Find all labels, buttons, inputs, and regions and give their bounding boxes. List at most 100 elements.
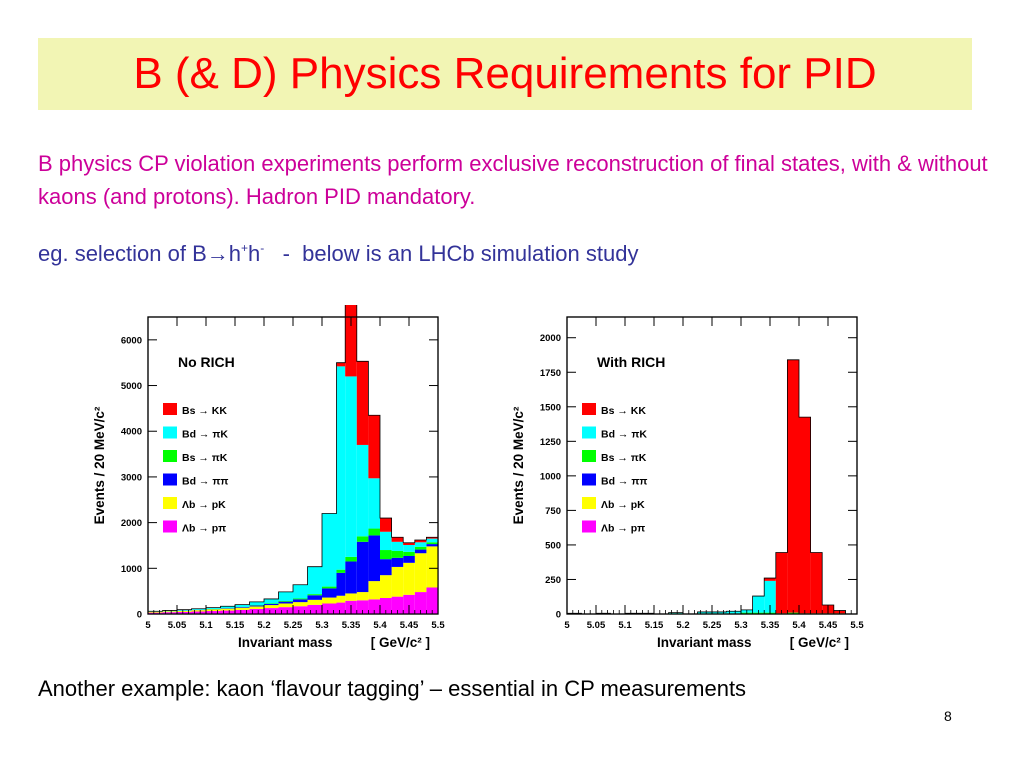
histogram-total-outline xyxy=(147,305,439,614)
legend-label-bs-k: Bs → πK xyxy=(182,452,228,464)
bar-bd-bin-17 xyxy=(380,559,392,576)
y-tick-label: 4000 xyxy=(121,427,142,438)
bar-b-p-bin-13 xyxy=(336,602,346,614)
x-tick-label: 5.45 xyxy=(400,620,419,631)
legend-swatch-bs-kk xyxy=(163,403,177,415)
x-tick-label: 5.05 xyxy=(587,620,606,631)
x-tick-label: 5.3 xyxy=(315,620,328,631)
flavour-tagging-paragraph: Another example: kaon ‘flavour tagging’ … xyxy=(38,676,747,701)
legend-label-bs-k: Bs → πK xyxy=(601,452,647,464)
bar-bd-k-bin-9 xyxy=(697,611,712,614)
x-tick-label: 5.25 xyxy=(284,620,303,631)
bar-b-pk-bin-7 xyxy=(249,606,264,609)
bar-b-p-bin-20 xyxy=(414,592,427,614)
bar-bs-k-bin-16 xyxy=(368,528,380,536)
y-tick-label: 3000 xyxy=(121,472,142,483)
bar-b-p-bin-11 xyxy=(307,604,322,614)
bar-bd-k-bin-19 xyxy=(403,545,415,552)
bar-b-pk-bin-12 xyxy=(322,597,337,604)
x-tick-label: 5.15 xyxy=(645,620,664,631)
bar-bd-k-bin-10 xyxy=(712,611,727,614)
bar-b-p-bin-21 xyxy=(426,587,438,614)
bar-bd-bin-16 xyxy=(368,535,380,582)
x-tick-label: 5.2 xyxy=(676,620,689,631)
plot-title: With RICH xyxy=(597,354,665,370)
bar-bs-kk-bin-16 xyxy=(787,359,799,613)
bar-bd-bin-20 xyxy=(414,549,427,554)
bar-bd-k-bin-17 xyxy=(380,531,392,551)
plus-superscript: + xyxy=(241,241,249,255)
x-tick-label: 5.35 xyxy=(342,620,361,631)
bar-b-pk-bin-2 xyxy=(177,610,192,612)
y-tick-label: 500 xyxy=(545,540,561,551)
x-tick-label: 5.25 xyxy=(703,620,722,631)
legend-label-bd: Bd → ππ xyxy=(182,476,228,488)
y-tick-label: 1750 xyxy=(540,368,561,379)
histogram-with-rich: 5 5.05 5.1 5.15 5.2 5.25 5.3 5.35 5.4 5.45 5.5 0 250… xyxy=(511,316,864,650)
bar-bd-k-bin-13 xyxy=(752,596,765,613)
bar-bd-k-bin-11 xyxy=(307,566,322,595)
bar-bs-k-bin-15 xyxy=(356,536,369,542)
bar-bd-k-bin-14 xyxy=(764,580,776,613)
bar-bd-k-bin-21 xyxy=(426,538,438,543)
x-axis-title: Invariant mass xyxy=(238,635,333,650)
y-tick-label: 0 xyxy=(556,610,561,621)
bar-b-p-bin-1 xyxy=(162,612,177,614)
bar-b-p-bin-5 xyxy=(220,610,235,614)
bar-bs-kk-bin-15 xyxy=(356,361,369,445)
title-banner: B (& D) Physics Requirements for PID xyxy=(38,38,972,110)
x-tick-label: 5.1 xyxy=(199,620,213,631)
bar-bd-k-bin-13 xyxy=(336,366,346,570)
y-tick-label: 0 xyxy=(137,610,142,621)
bar-b-pk-bin-21 xyxy=(426,546,438,588)
bar-b-pk-bin-15 xyxy=(356,592,369,601)
y-axis-title: Events / 20 MeV/c² xyxy=(511,406,526,524)
bar-bd-bin-12 xyxy=(322,588,337,598)
bar-bs-k-bin-12 xyxy=(322,586,337,589)
bar-b-p-bin-4 xyxy=(206,611,221,614)
bar-bd-k-bin-14 xyxy=(345,376,357,557)
x-axis-title: Invariant mass xyxy=(657,635,752,650)
intro-paragraph: B physics CP violation experiments perfo… xyxy=(38,151,988,209)
x-tick-label: 5.2 xyxy=(257,620,270,631)
legend-label-b-pk: Λb → pK xyxy=(182,499,226,511)
histogram-no-rich: 5 5.05 5.1 5.15 5.2 5.25 5.3 5.35 5.4 5.45 5.5 0 100… xyxy=(92,305,445,650)
bar-bd-k-bin-2 xyxy=(177,609,192,611)
x-tick-label: 5.5 xyxy=(850,620,864,631)
legend-label-b-p: Λb → pπ xyxy=(182,523,226,535)
bar-bd-bin-15 xyxy=(356,541,369,593)
bar-bs-k-bin-19 xyxy=(403,551,415,556)
bar-b-p-bin-15 xyxy=(356,600,369,614)
legend-label-bs-kk: Bs → KK xyxy=(182,405,227,417)
bar-bs-kk-bin-17 xyxy=(380,518,392,532)
bar-b-p-bin-7 xyxy=(249,608,264,614)
bar-b-p-bin-9 xyxy=(278,607,293,614)
bar-bs-kk-bin-16 xyxy=(368,415,380,479)
bar-b-pk-bin-20 xyxy=(414,553,427,593)
bar-b-pk-bin-14 xyxy=(345,593,357,601)
bar-bd-k-bin-12 xyxy=(322,513,337,587)
legend-swatch-bd xyxy=(163,473,177,486)
legend-swatch-bs-k xyxy=(163,450,177,462)
bar-bs-k-bin-9 xyxy=(278,600,293,602)
bar-bs-k-bin-20 xyxy=(414,546,427,550)
bar-bs-k-bin-10 xyxy=(293,598,308,600)
bar-b-pk-bin-10 xyxy=(293,602,308,607)
bar-b-pk-bin-8 xyxy=(264,605,279,609)
example-mid: h xyxy=(248,241,261,266)
bar-bs-kk-bin-20 xyxy=(414,539,427,543)
bar-bd-k-bin-18 xyxy=(391,541,404,551)
y-tick-label: 1250 xyxy=(540,437,561,448)
x-tick-label: 5.15 xyxy=(226,620,245,631)
bar-b-p-bin-3 xyxy=(191,611,206,614)
legend-label-b-p: Λb → pπ xyxy=(601,523,645,535)
x-tick-label: 5 xyxy=(564,620,570,631)
bar-b-pk-bin-1 xyxy=(162,611,177,613)
x-tick-label: 5.1 xyxy=(618,620,632,631)
bar-b-p-bin-16 xyxy=(368,599,380,614)
bar-bd-k-bin-10 xyxy=(293,584,308,599)
bar-bs-k-bin-21 xyxy=(426,542,438,545)
bar-bd-k-bin-5 xyxy=(220,606,235,609)
bar-b-pk-bin-19 xyxy=(403,562,415,595)
bar-bs-kk-bin-19 xyxy=(403,542,415,546)
